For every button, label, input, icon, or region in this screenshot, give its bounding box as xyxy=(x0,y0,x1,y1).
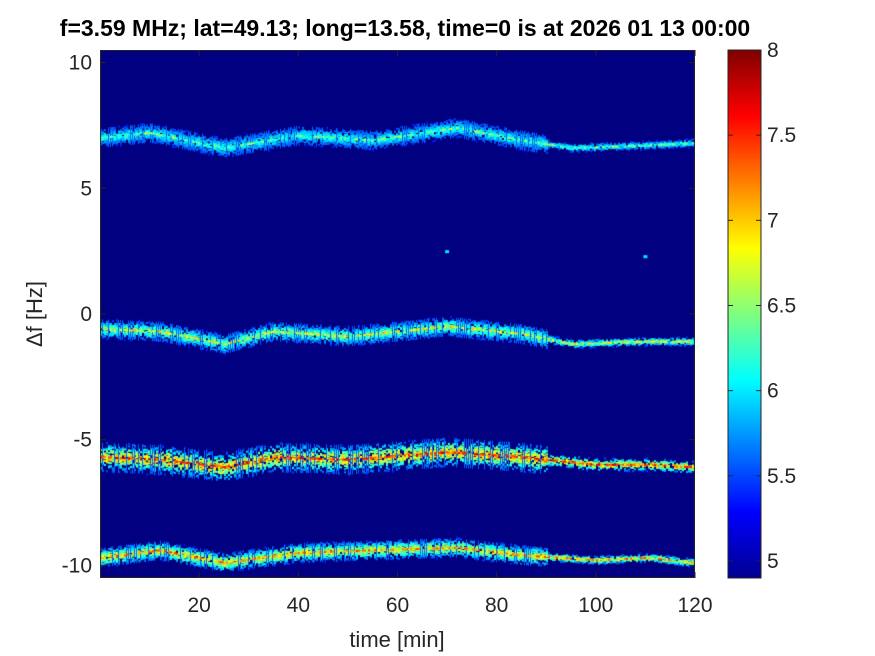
plot-area xyxy=(100,50,695,578)
x-tick-label: 100 xyxy=(578,594,613,617)
colorbar-tick-label: 5.5 xyxy=(767,465,796,488)
x-tick-label: 20 xyxy=(187,594,210,617)
x-tick-label: 80 xyxy=(485,594,508,617)
colorbar-tick-label: 7 xyxy=(767,209,779,232)
colorbar-tick-label: 8 xyxy=(767,39,779,62)
y-tick-label: 0 xyxy=(80,303,92,326)
colorbar-gradient xyxy=(727,49,762,579)
x-axis-label: time [min] xyxy=(349,627,444,652)
colorbar-tick-label: 6.5 xyxy=(767,294,796,317)
colorbar-ticks: 5 5.5 6 6.5 7 7.5 8 xyxy=(728,39,796,573)
y-axis-label: Δf [Hz] xyxy=(22,281,47,347)
colorbar-tick-label: 6 xyxy=(767,380,779,403)
colorbar-tick-label: 5 xyxy=(767,550,779,573)
y-tick-label: 5 xyxy=(80,177,92,200)
colorbar-tick-label: 7.5 xyxy=(767,124,796,147)
y-axis-ticks: -10 -5 0 5 10 xyxy=(62,52,695,577)
colorbar: 5 5.5 6 6.5 7 7.5 8 xyxy=(727,39,796,579)
x-tick-label: 40 xyxy=(287,594,310,617)
x-tick-label: 120 xyxy=(677,594,712,617)
heatmap-canvas xyxy=(100,50,695,578)
y-tick-label: -5 xyxy=(73,429,92,452)
chart-title: f=3.59 MHz; lat=49.13; long=13.58, time=… xyxy=(60,15,750,41)
y-tick-label: -10 xyxy=(62,554,92,577)
x-tick-label: 60 xyxy=(386,594,409,617)
x-axis-ticks: 20 40 60 80 100 120 xyxy=(187,50,713,617)
y-tick-label: 10 xyxy=(69,52,92,75)
